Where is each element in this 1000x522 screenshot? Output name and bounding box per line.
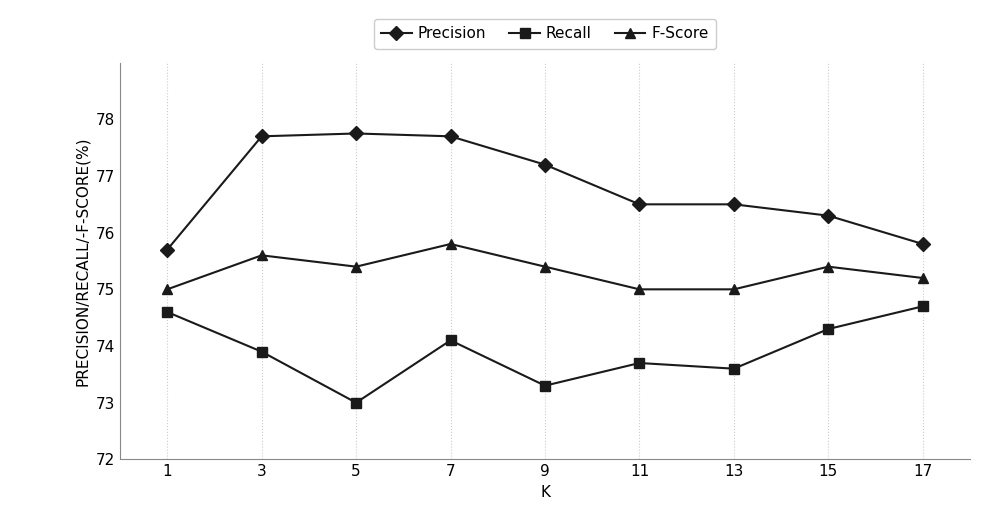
Recall (161, 309, 173, 315)
Line: Recall: Recall (162, 302, 928, 408)
Precision (917, 241, 929, 247)
Precision (445, 133, 457, 139)
F-Score (539, 264, 551, 270)
Precision (822, 212, 834, 219)
Recall (822, 326, 834, 332)
Recall (633, 360, 645, 366)
Recall (350, 399, 362, 406)
Precision (728, 201, 740, 207)
F-Score (633, 286, 645, 292)
Precision (350, 130, 362, 137)
Recall (917, 303, 929, 310)
Recall (256, 349, 268, 355)
X-axis label: K: K (540, 485, 550, 500)
F-Score (917, 275, 929, 281)
F-Score (350, 264, 362, 270)
F-Score (161, 286, 173, 292)
Recall (539, 383, 551, 389)
Precision (633, 201, 645, 207)
Precision (256, 133, 268, 139)
Line: Precision: Precision (162, 128, 928, 255)
F-Score (822, 264, 834, 270)
Recall (445, 337, 457, 343)
F-Score (728, 286, 740, 292)
Recall (728, 365, 740, 372)
Precision (539, 161, 551, 168)
Precision (161, 246, 173, 253)
Legend: Precision, Recall, F-Score: Precision, Recall, F-Score (374, 19, 716, 49)
F-Score (256, 252, 268, 258)
F-Score (445, 241, 457, 247)
Line: F-Score: F-Score (162, 239, 928, 294)
Y-axis label: PRECISION/RECALL/-F-SCORE(%): PRECISION/RECALL/-F-SCORE(%) (75, 136, 90, 386)
